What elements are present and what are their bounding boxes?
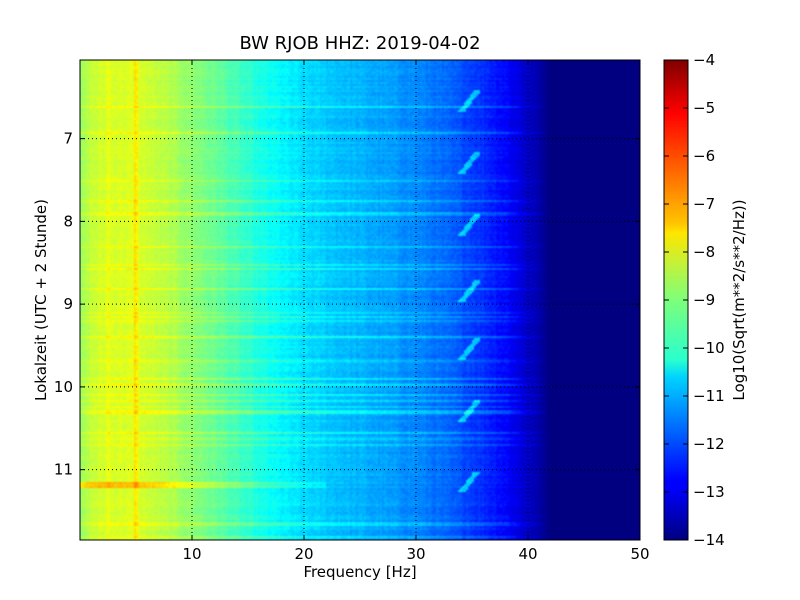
x-tick-label: 40 (518, 545, 537, 563)
colorbar-tick-label: −6 (693, 147, 715, 165)
colorbar-tick-label: −9 (693, 291, 715, 309)
grid-lines (80, 60, 640, 540)
colorbar-label: Log10(Sqrt(m**2/s**2/Hz)) (730, 199, 748, 400)
x-axis: 10 20 30 40 50 (182, 60, 650, 563)
colorbar-tick-label: −12 (693, 435, 725, 453)
y-axis-label: Lokalzeit (UTC + 2 Stunde) (32, 199, 50, 401)
colorbar-tick-label: −7 (693, 195, 715, 213)
spectrogram-heatmap (80, 60, 640, 540)
y-tick-label: 11 (54, 461, 73, 479)
y-tick-label: 8 (63, 212, 73, 230)
chart-title: BW RJOB HHZ: 2019-04-02 (239, 33, 480, 54)
colorbar-tick-label: −4 (693, 51, 715, 69)
x-axis-label: Frequency [Hz] (303, 563, 416, 581)
spectrogram-image (80, 60, 640, 540)
y-axis: 7 8 9 10 11 (54, 130, 640, 479)
x-tick-label: 10 (182, 545, 201, 563)
colorbar-axis: −4 −5 −6 −7 −8 −9 −10 −11 −12 −13 −14 (664, 51, 725, 549)
colorbar-tick-label: −10 (693, 339, 725, 357)
y-tick-label: 10 (54, 378, 73, 396)
plot-frame (79, 59, 641, 541)
colorbar-tick-label: −13 (693, 483, 725, 501)
x-tick-label: 20 (294, 545, 313, 563)
y-tick-label: 9 (63, 295, 73, 313)
y-tick-label: 7 (63, 130, 73, 148)
colorbar-tick-label: −8 (693, 243, 715, 261)
colorbar-tick-label: −14 (693, 531, 725, 549)
colorbar-tick-label: −5 (693, 99, 715, 117)
x-tick-label: 30 (406, 545, 425, 563)
x-tick-label: 50 (630, 545, 649, 563)
colorbar-tick-label: −11 (693, 387, 725, 405)
